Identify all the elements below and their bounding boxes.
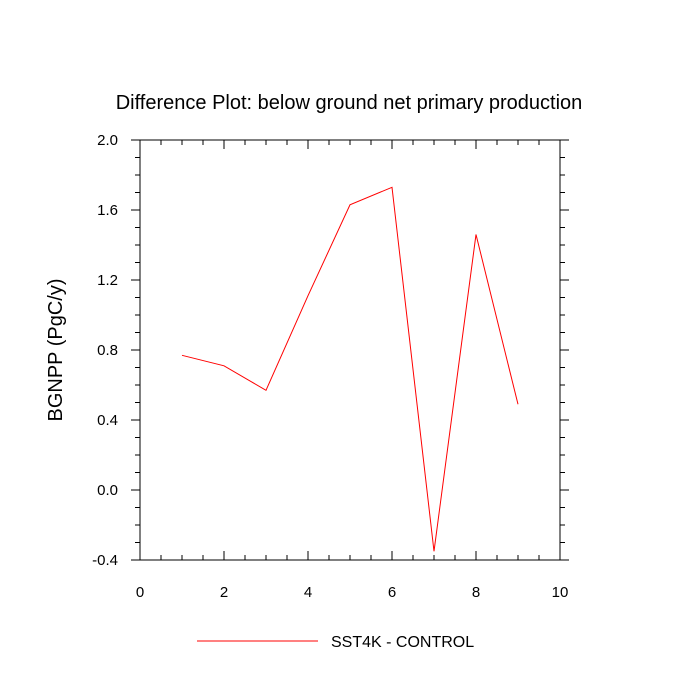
axis-tick-labels: 0 2 4 6 8 10 -0.4 0.0 0.4 0.8 1.2 1.6 2.0 [92, 132, 568, 601]
y-tick-label: 1.2 [97, 272, 118, 289]
axis-ticks [131, 139, 569, 561]
chart-title: Difference Plot: below ground net primar… [116, 92, 583, 114]
x-tick-label: 4 [304, 584, 312, 601]
x-tick-label: 10 [552, 584, 569, 601]
y-axis-label: BGNPP (PgC/y) [45, 279, 67, 422]
legend: SST4K - CONTROL [197, 634, 474, 651]
y-tick-label: 1.6 [97, 202, 118, 219]
legend-label: SST4K - CONTROL [331, 634, 474, 651]
x-tick-label: 2 [220, 584, 228, 601]
series-line [181, 186, 519, 552]
x-tick-label: 6 [388, 584, 396, 601]
y-tick-label: 0.4 [97, 412, 118, 429]
y-tick-label: -0.4 [92, 552, 118, 569]
y-tick-label: 0.8 [97, 342, 118, 359]
series-layer [181, 186, 519, 552]
plot-frame [139, 139, 561, 561]
x-tick-label: 8 [472, 584, 480, 601]
x-tick-label: 0 [136, 584, 144, 601]
y-tick-label: 0.0 [97, 482, 118, 499]
y-tick-label: 2.0 [97, 132, 118, 149]
